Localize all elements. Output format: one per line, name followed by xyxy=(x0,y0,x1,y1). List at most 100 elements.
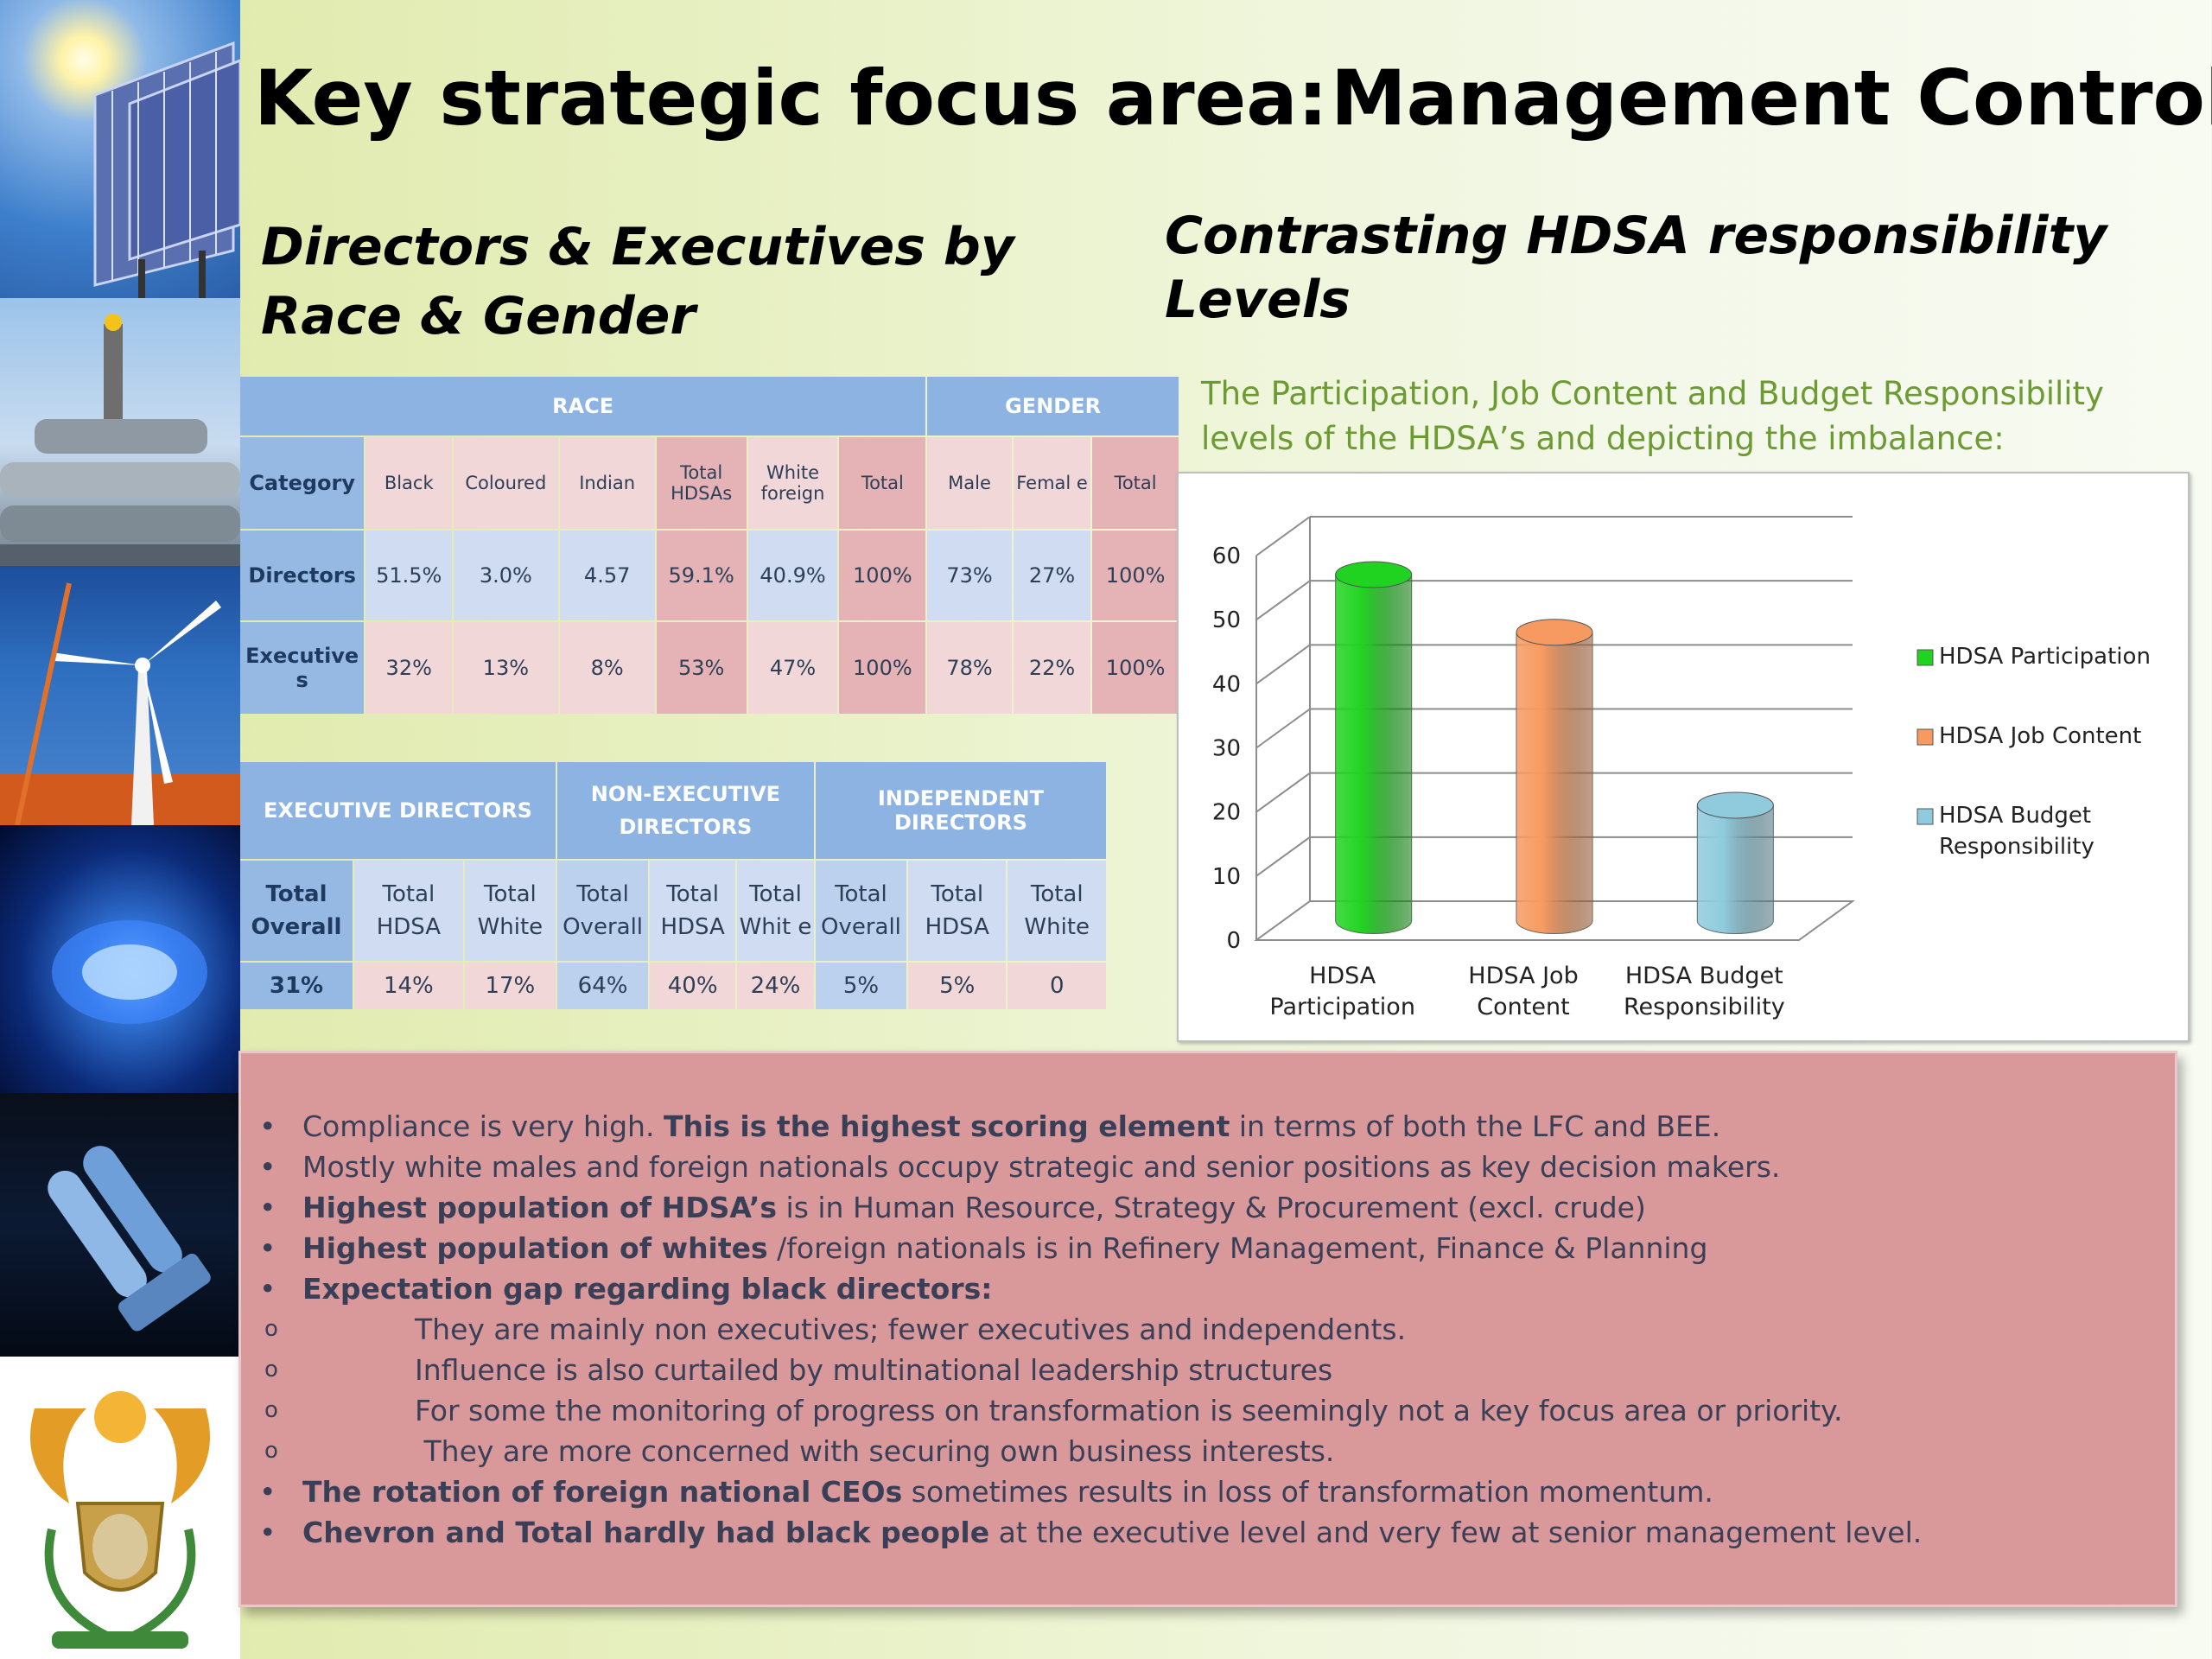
table-cell: 8% xyxy=(559,622,655,714)
table-cell: 78% xyxy=(927,622,1012,714)
table-cell: 4.57 xyxy=(559,531,655,620)
bar-shade-3 xyxy=(1697,805,1774,934)
table-cell: 3.0% xyxy=(454,531,558,620)
note-bullet-6: • The rotation of foreign national CEOs s… xyxy=(259,1471,1922,1512)
note-bullet-7: • Chevron and Total hardly had black peop… xyxy=(259,1512,1922,1553)
table-cell: 73% xyxy=(927,531,1012,620)
y-tick-label: 60 xyxy=(1212,543,1241,569)
bullet-icon: • xyxy=(259,1191,276,1224)
table-cell: 14% xyxy=(353,963,463,1009)
notes-list: • Compliance is very high. This is the hi… xyxy=(259,1106,1922,1553)
y-tick-label: 30 xyxy=(1212,736,1241,762)
solar-panel-photo xyxy=(0,0,240,298)
table-cell: 100% xyxy=(1092,622,1179,714)
page-title: Key strategic focus area: xyxy=(254,54,1328,143)
bar-2 xyxy=(1516,632,1593,934)
column-header: Total HDSA xyxy=(908,861,1007,961)
column-header: White foreign xyxy=(747,437,838,529)
x-tick-label: Participation xyxy=(1269,994,1415,1020)
bar-top-1 xyxy=(1335,561,1413,588)
race-group-header: RACE xyxy=(240,377,926,435)
legend-label: HDSA Job Content xyxy=(1939,723,2141,749)
refinery-pipes-photo xyxy=(0,298,240,566)
column-header: Total Whit e xyxy=(737,861,814,961)
bar-shade-2 xyxy=(1516,632,1592,934)
table-cell: 22% xyxy=(1013,622,1091,714)
bullet-icon: • xyxy=(259,1272,276,1306)
table-cell: 31% xyxy=(240,963,353,1009)
grid-line-side xyxy=(1255,772,1311,813)
legend-label: Responsibility xyxy=(1939,834,2094,860)
column-header: Coloured xyxy=(454,437,558,529)
table-cell: 40.9% xyxy=(747,531,838,620)
bullet-icon: • xyxy=(259,1109,276,1143)
legend-swatch xyxy=(1916,808,1934,825)
table-cell: 32% xyxy=(365,622,453,714)
x-tick-label: HDSA Job xyxy=(1468,963,1578,989)
wind-turbine-photo xyxy=(0,566,240,825)
executive-directors-header: EXECUTIVE DIRECTORS xyxy=(240,762,556,859)
independent-directors-header: INDEPENDENT DIRECTORS xyxy=(815,762,1106,859)
y-tick-label: 40 xyxy=(1212,671,1241,697)
table-cell: 17% xyxy=(464,963,556,1009)
table-cell: 100% xyxy=(839,622,926,714)
note-bullet-3: • Highest population of HDSA’s is in Huma… xyxy=(259,1187,1922,1228)
table-cell: 27% xyxy=(1013,531,1091,620)
gender-group-header: GENDER xyxy=(927,377,1179,435)
x-tick-label: Responsibility xyxy=(1624,994,1785,1020)
table-cell: 0 xyxy=(1007,963,1106,1009)
grid-line-side xyxy=(1255,836,1311,877)
column-header: Total Overall xyxy=(556,861,649,961)
table-section-title: Directors & Executives by Race & Gender xyxy=(261,217,1014,346)
chart-description: The Participation, Job Content and Budge… xyxy=(1201,375,2104,457)
bar-1 xyxy=(1335,574,1413,934)
bar-top-3 xyxy=(1696,791,1774,819)
note-sub-bullet-4: o They are more concerned with securing … xyxy=(264,1431,1922,1471)
column-header: Total HDSA xyxy=(353,861,463,961)
table-cell: 100% xyxy=(839,531,926,620)
column-header: Total HDSAs xyxy=(656,437,747,529)
table-cell: 100% xyxy=(1092,531,1179,620)
column-header: Total xyxy=(839,437,926,529)
bar-top-2 xyxy=(1516,619,1593,646)
chart-section-title: Contrasting HDSA responsibility Levels xyxy=(1165,206,2107,330)
bullet-icon: • xyxy=(259,1475,276,1509)
table-cell: 47% xyxy=(747,622,838,714)
sub-bullet-icon: o xyxy=(264,1316,278,1342)
sub-bullet-icon: o xyxy=(264,1357,278,1382)
row-label: Directors xyxy=(240,531,365,620)
x-tick-label: HDSA xyxy=(1309,963,1376,989)
hdsa-chart: 0 10 20 30 40 50 60 HDSA Participation HDSA Job Co… xyxy=(1177,472,2190,1042)
note-sub-bullet-3: o For some the monitoring of progress on … xyxy=(264,1390,1922,1431)
column-header: Total xyxy=(1092,437,1179,529)
bullet-icon: • xyxy=(259,1231,276,1265)
y-tick-label: 0 xyxy=(1226,928,1241,954)
bar-shade-1 xyxy=(1335,575,1412,934)
column-header: Category xyxy=(240,437,365,529)
column-header: Male xyxy=(927,437,1012,529)
column-header: Total White xyxy=(1007,861,1106,961)
column-header: Total White xyxy=(464,861,556,961)
notes-panel: • Compliance is very high. This is the hi… xyxy=(238,1051,2177,1607)
gas-flame-photo xyxy=(0,825,240,1093)
column-header: Black xyxy=(365,437,453,529)
note-bullet-5: • Expectation gap regarding black directo… xyxy=(259,1268,1922,1309)
y-tick-label: 20 xyxy=(1212,800,1241,826)
table-cell: 51.5% xyxy=(365,531,453,620)
coat-of-arms-logo xyxy=(0,1357,240,1659)
column-header: Total Overall xyxy=(815,861,907,961)
table-cell: 5% xyxy=(815,963,907,1009)
non-executive-directors-header: NON-EXECUTIVE DIRECTORS xyxy=(556,762,814,859)
y-tick-label: 50 xyxy=(1212,607,1241,633)
note-sub-bullet-1: o They are mainly non executives; fewer e… xyxy=(264,1309,1922,1350)
table-cell: 5% xyxy=(908,963,1007,1009)
column-header: Total Overall xyxy=(240,861,353,961)
legend-label: HDSA Budget xyxy=(1939,803,2091,829)
sub-bullet-icon: o xyxy=(264,1397,278,1423)
note-bullet-2: • Mostly white males and foreign national… xyxy=(259,1147,1922,1187)
legend-swatch xyxy=(1916,728,1934,746)
bullet-icon: • xyxy=(259,1516,276,1549)
legend-swatch xyxy=(1916,649,1934,666)
page-title-focus: Management Control xyxy=(1331,54,2212,143)
column-header: Femal e xyxy=(1013,437,1091,529)
